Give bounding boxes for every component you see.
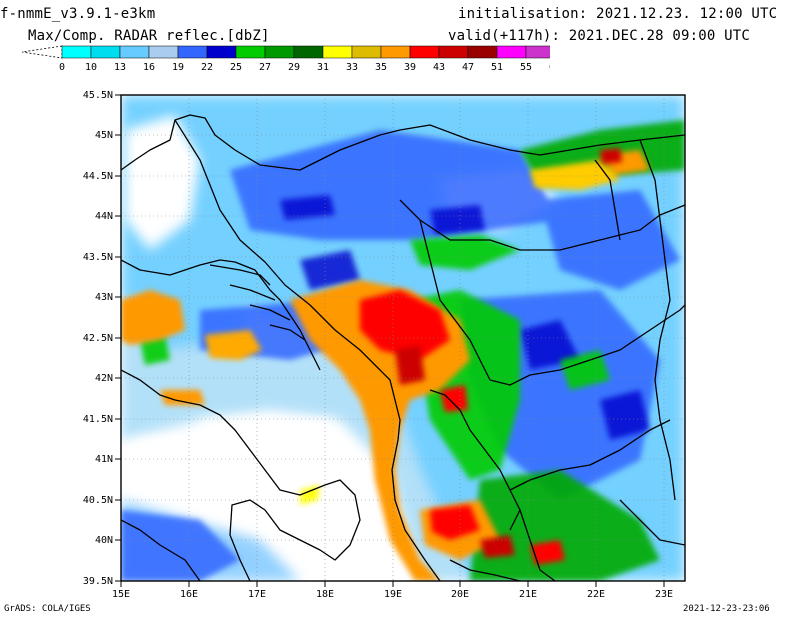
lon-labels: 15E 16E 17E 18E 19E 20E 21E 22E 23E <box>112 589 673 600</box>
colorbar-swatch <box>119 45 150 59</box>
colorbar-label: 10 <box>85 62 97 73</box>
product-title: Max/Comp. RADAR reflec.[dbZ] <box>28 28 270 44</box>
lat-label: 40N <box>95 535 113 546</box>
grads-credit: GrADS: COLA/IGES <box>4 604 91 614</box>
lat-labels: 39.5N 40N 40.5N 41N 41.5N 42N 42.5N 43N … <box>83 90 113 587</box>
colorbar-min-arrow <box>21 45 63 59</box>
colorbar-label: 13 <box>114 62 126 73</box>
lon-label: 22E <box>587 589 605 600</box>
colorbar-swatch <box>409 45 440 59</box>
colorbar-swatch <box>293 45 324 59</box>
colorbar-swatch <box>90 45 121 59</box>
colorbar-swatch <box>467 45 498 59</box>
lat-label: 39.5N <box>83 576 113 587</box>
colorbar-label: 0 <box>59 62 65 73</box>
colorbar-swatch <box>525 45 550 59</box>
colorbar-swatch <box>177 45 208 59</box>
initialisation-time: initialisation: 2021.12.23. 12:00 UTC <box>458 6 778 22</box>
lon-label: 19E <box>384 589 402 600</box>
colorbar-swatch <box>438 45 469 59</box>
coastlines-borders <box>121 114 685 581</box>
colorbar-label: 39 <box>404 62 416 73</box>
color-legend: 0 10 13 16 19 22 25 27 29 31 33 35 39 43 47 51 55 60 <box>21 45 550 73</box>
model-name: f-nmmE_v3.9.1-e3km <box>0 6 156 22</box>
lon-label: 15E <box>112 589 130 600</box>
valid-time: valid(+117h): 2021.DEC.28 09:00 UTC <box>448 28 751 44</box>
render-timestamp: 2021-12-23-23:06 <box>683 604 770 614</box>
colorbar-label: 43 <box>433 62 445 73</box>
lat-label: 43.5N <box>83 252 113 263</box>
colorbar-swatch <box>61 45 92 59</box>
colorbar-label: 31 <box>317 62 329 73</box>
colorbar-label: 19 <box>172 62 184 73</box>
colorbar-label: 55 <box>520 62 532 73</box>
axis-ticks <box>115 94 665 587</box>
lon-label: 23E <box>655 589 673 600</box>
lat-label: 41N <box>95 454 113 465</box>
lat-label: 45N <box>95 130 113 141</box>
lon-label: 16E <box>180 589 198 600</box>
colorbar-label: 60 <box>549 62 550 73</box>
colorbar-label: 22 <box>201 62 213 73</box>
colorbar-swatch <box>206 45 237 59</box>
colorbar-label: 16 <box>143 62 155 73</box>
lon-label: 20E <box>451 589 469 600</box>
colorbar-label: 25 <box>230 62 242 73</box>
lat-label: 42.5N <box>83 333 113 344</box>
lat-label: 45.5N <box>83 90 113 101</box>
colorbar-label: 35 <box>375 62 387 73</box>
colorbar-label: 47 <box>462 62 474 73</box>
colorbar-swatch <box>351 45 382 59</box>
lat-label: 44.5N <box>83 171 113 182</box>
lat-label: 42N <box>95 373 113 384</box>
colorbar-label: 27 <box>259 62 271 73</box>
reflectivity-field <box>121 95 685 581</box>
colorbar-label: 29 <box>288 62 300 73</box>
lat-label: 41.5N <box>83 414 113 425</box>
lat-label: 44N <box>95 211 113 222</box>
lat-label: 43N <box>95 292 113 303</box>
colorbar-swatch <box>496 45 527 59</box>
lat-label: 40.5N <box>83 495 113 506</box>
colorbar-swatch <box>322 45 353 59</box>
colorbar-label: 33 <box>346 62 358 73</box>
colorbar-swatch <box>380 45 411 59</box>
graticule <box>121 95 685 581</box>
colorbar-swatch <box>235 45 266 59</box>
lon-label: 17E <box>248 589 266 600</box>
colorbar-swatch <box>264 45 295 59</box>
colorbar-label: 51 <box>491 62 503 73</box>
lon-label: 18E <box>316 589 334 600</box>
lon-label: 21E <box>519 589 537 600</box>
colorbar-swatch <box>148 45 179 59</box>
